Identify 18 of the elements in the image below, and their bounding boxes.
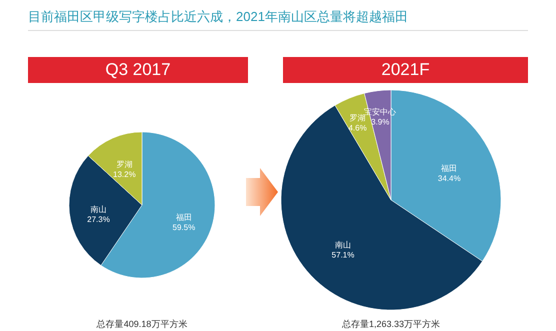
chart-title: Q3 2017: [28, 57, 248, 83]
slice-label: 罗湖: [116, 160, 132, 169]
data-label: 3.9%: [371, 118, 390, 127]
text: 目前福田区甲级写字楼占比近六成，2021年南山区总量将超越福田: [28, 8, 408, 26]
slice-label: 福田: [441, 164, 458, 173]
text: 总存量1,263.33万平方米: [340, 318, 442, 331]
chart-title: 2021F: [283, 57, 528, 83]
data-label: 4.6%: [348, 124, 367, 133]
slice-label: 南山: [335, 240, 352, 250]
data-label: 57.1%: [332, 250, 354, 260]
data-label: 13.2%: [113, 170, 136, 179]
slice-label: 罗湖: [350, 114, 366, 123]
text: 总存量409.18万平方米: [96, 318, 188, 331]
data-label: 34.4%: [438, 174, 461, 183]
data-label: 59.5%: [172, 222, 196, 232]
data-label: 27.3%: [87, 215, 110, 224]
slice-label: 南山: [90, 205, 106, 214]
slice-label: 福田: [176, 212, 192, 222]
